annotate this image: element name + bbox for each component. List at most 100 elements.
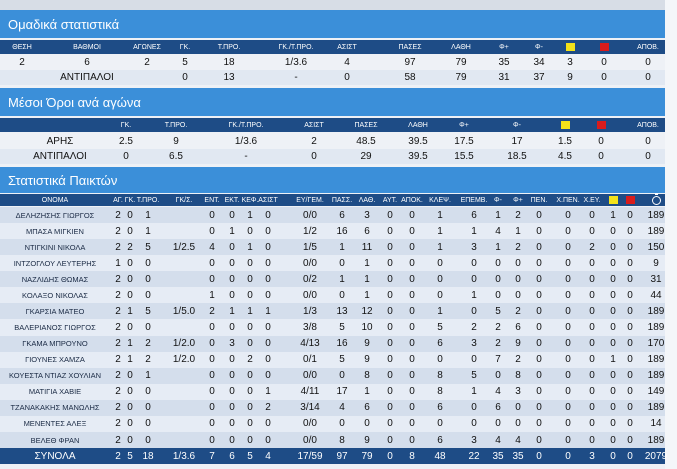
player-row[interactable]: ΓΙΟΥΝΕΣ ΧΑΜΖΑ 2 1 2 1/2.0 0 0 2 0 0/1 5 9 0 0 0 0 7 2 0 0 0 1… — [0, 351, 665, 368]
player-cell: 5 — [495, 305, 501, 317]
player-cell: 2 — [247, 354, 253, 366]
player-cell: 1 — [364, 386, 370, 398]
player-cell: 0 — [127, 209, 133, 221]
player-cell: 0 — [145, 402, 151, 414]
player-cell: 0 — [536, 225, 542, 237]
avg-cell: 15.5 — [454, 151, 474, 162]
player-cell: 0 — [229, 370, 235, 382]
player-cell: 0 — [565, 338, 571, 350]
player-cell: 0 — [387, 434, 393, 446]
avg-cell: 29 — [360, 151, 372, 162]
player-cell: 3 — [364, 209, 370, 221]
player-header-cell: ΑΓ. — [113, 196, 123, 204]
totals-cell: 17/59 — [297, 450, 323, 462]
player-cell: 0 — [610, 402, 616, 414]
totals-cell: 0 — [627, 450, 633, 462]
player-row[interactable]: ΒΕΛΕΘ ΦΡΑΝ 2 0 0 0 0 0 0 0/0 8 9 0 0 6 3 4 4 0 0 0 0 0 189 — [0, 431, 665, 449]
player-cell: 1 — [471, 225, 477, 237]
team-cell: 34 — [533, 57, 545, 68]
player-cell: 0 — [589, 209, 595, 221]
player-cell: 0 — [409, 354, 415, 366]
player-cell: 4 — [515, 434, 521, 446]
player-row[interactable]: ΝΤΙΓΚΙΝΙ ΝΙΚΟΛΑ 2 2 5 1/2.5 4 0 1 0 1/5 1 11 0 0 1 3 1 2 0… — [0, 239, 665, 256]
team-section-title: Ομαδικά στατιστικά — [0, 10, 665, 38]
player-row[interactable]: ΓΚΑΜΑ ΜΠΡΟΥΝΟ 2 1 2 1/2.0 0 3 0 0 4/13 16 9 0 0 6 3 2 9 0 0… — [0, 335, 665, 352]
player-row[interactable]: ΚΟΛΑΞΟ ΝΙΚΟΛΑΣ 2 0 0 1 0 0 0 0/0 0 1 0 0 0 1 0 0 0 0 0 0 0 44 — [0, 287, 665, 304]
player-cell: 0 — [627, 370, 633, 382]
avg-cell: 17 — [511, 135, 523, 147]
player-row[interactable]: ΝΑΖΛΙΔΗΣ ΘΩΜΑΣ 2 0 0 0 0 0 0 0/2 1 1 0 0 0 0 0 0 0 0 0 0 0 31 — [0, 271, 665, 288]
player-cell: 0 — [265, 209, 271, 221]
player-name: ΜΕΝΕΝΤΕΣ ΑΛΕΞ — [23, 419, 87, 429]
player-cell: 1 — [339, 241, 345, 253]
team-row-opponents: ΑΝΤΙΠΑΛΟΙ 0 13 - 0 58 79 31 37 9 0 0 — [0, 70, 665, 85]
player-row[interactable]: ΜΕΝΕΝΤΕΣ ΑΛΕΞ 2 0 0 0 0 0 0 0/0 0 0 0 0 0 0 0 0 0 0 0 0 0 14 — [0, 415, 665, 432]
player-cell: 0 — [565, 273, 571, 285]
player-cell: 0 — [387, 289, 393, 301]
totals-cell: 18 — [142, 450, 154, 462]
player-row[interactable]: ΜΑΤΙΓΙΑ ΧΑΒΙΕ 2 0 0 0 0 0 1 4/11 17 1 0 0 8 1 4 3 0 0 0 0 0 14… — [0, 383, 665, 400]
team-header-cell: ΠΑΣΕΣ — [398, 43, 422, 51]
player-cell: 0 — [627, 338, 633, 350]
player-cell: 3/14 — [300, 402, 320, 414]
player-cell: 0/0 — [303, 434, 317, 446]
scrollbar[interactable] — [665, 0, 677, 469]
player-cell: 10 — [361, 322, 373, 334]
player-cell: 0 — [515, 257, 521, 269]
team-cell: 1/3.6 — [284, 57, 308, 68]
player-cell: 3 — [471, 434, 477, 446]
player-cell: 0 — [471, 305, 477, 317]
player-cell: 0 — [536, 354, 542, 366]
player-header-row: ΟΝΟΜΑ ΑΓ. ΓΚ. Τ.ΠΡΟ. ΓΚ/Σ. ΕΝΤ. ΕΚΤ. ΚΕΦ. ΑΣΙΣΤ Ε… — [0, 192, 665, 206]
player-cell: 0 — [610, 338, 616, 350]
avg-cell: 39.5 — [408, 135, 428, 147]
player-row[interactable]: ΓΚΑΡΣΙΑ ΜΑΤΕΟ 2 1 5 1/5.0 2 1 1 1 1/3 13 12 0 0 1 0 5 2 0 0… — [0, 303, 665, 320]
player-cell: 0 — [145, 273, 151, 285]
totals-cell: 79 — [361, 450, 373, 462]
player-cell: 0 — [247, 257, 253, 269]
player-header-cell: ΓΚ/Σ. — [175, 196, 193, 204]
player-cell: 6 — [364, 402, 370, 414]
totals-cell: 2 — [115, 450, 121, 462]
avg-cell: 0 — [645, 135, 651, 147]
player-row[interactable]: ΜΠΑΣΑ ΜΙΓΚΙΕΝ 2 0 1 0 1 0 0 1/2 16 6 0 0 1 1 4 1 0 0 0 0 0 189 — [0, 223, 665, 240]
player-cell: 12 — [361, 305, 373, 317]
player-cell: 6 — [437, 434, 443, 446]
player-cell: 9 — [364, 354, 370, 366]
player-cell: 2 — [115, 386, 121, 398]
player-cell: 0 — [265, 289, 271, 301]
player-cell: 1 — [610, 209, 616, 221]
player-header-cell: ΠΑΣΣ. — [331, 196, 353, 204]
player-cell: 0 — [589, 354, 595, 366]
player-cell: 1/2 — [303, 225, 317, 237]
player-cell: 2 — [589, 241, 595, 253]
player-cell: 0 — [409, 305, 415, 317]
player-cell — [169, 255, 199, 271]
avg-cell: 0 — [598, 135, 604, 147]
player-cell: 0 — [209, 402, 215, 414]
player-cell: 0 — [265, 354, 271, 366]
player-row[interactable]: ΒΑΛΕΡΙΑΝΟΣ ΓΙΩΡΓΟΣ 2 0 0 0 0 0 0 3/8 5 10 0 0 5 2 2 6 0 0 0… — [0, 319, 665, 336]
player-cell: 0 — [339, 418, 345, 430]
player-cell: 0 — [610, 257, 616, 269]
player-cell: 44 — [650, 289, 662, 301]
player-cell: 0 — [610, 322, 616, 334]
team-header-cell: ΘΕΣΗ — [12, 43, 32, 51]
player-row[interactable]: ΚΟΥΕΣΤΑ ΝΤΙΑΖ ΧΟΥΛΙΑΝ 2 0 1 0 0 0 0 0/0 0 8 0 0 8 5 0 8 0… — [0, 367, 665, 384]
player-row[interactable]: ΤΖΑΝΑΚΑΚΗΣ ΜΑΝΩΛΗΣ 2 0 0 0 0 0 2 3/14 4 6 0 0 6 0 6 0 0 0 0… — [0, 399, 665, 416]
player-row[interactable]: ΙΝΤΖΟΓΛΟΥ ΛΕΥΤΕΡΗΣ 1 0 0 0 0 0 0 0/0 0 1 0 0 0 0 0 0 0 0 0 0… — [0, 255, 665, 272]
player-cell: 0 — [536, 338, 542, 350]
team-cell: 31 — [498, 72, 510, 83]
top-strip — [0, 0, 665, 10]
player-cell: 189 — [647, 354, 665, 366]
player-cell: 1/2.0 — [172, 338, 196, 350]
avg-header-row: ΓΚ. Τ.ΠΡΟ. ΓΚ./Τ.ΠΡΟ. ΑΣΙΣΤ ΠΑΣΕΣ ΛΑΘΗ Φ+ Φ- ΑΠΟ… — [0, 118, 665, 132]
player-cell: 0 — [471, 273, 477, 285]
player-row[interactable]: ΔΕΛΗΖΗΣΗΣ ΓΙΩΡΓΟΣ 2 0 1 0 0 1 0 0/0 6 3 0 0 1 6 1 2 0 0 0 1 0… — [0, 207, 665, 224]
player-cell: 1 — [495, 209, 501, 221]
player-cell: 0 — [387, 418, 393, 430]
player-header-cell: ΕΥ/ΓΕΜ. — [296, 196, 324, 204]
player-cell: 4 — [495, 386, 501, 398]
team-header-row: ΘΕΣΗ ΒΑΘΜΟΙ ΑΓΩΝΕΣ ΓΚ. Τ.ΠΡΟ. ΓΚ./Τ.ΠΡΟ. ΑΣΙΣΤ… — [0, 40, 665, 54]
player-cell: 2 — [115, 273, 121, 285]
